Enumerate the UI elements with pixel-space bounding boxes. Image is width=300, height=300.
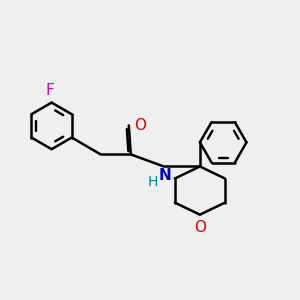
Text: N: N (158, 169, 171, 184)
Text: O: O (134, 118, 146, 133)
Text: O: O (194, 220, 206, 235)
Text: H: H (147, 175, 158, 189)
Text: F: F (45, 83, 54, 98)
